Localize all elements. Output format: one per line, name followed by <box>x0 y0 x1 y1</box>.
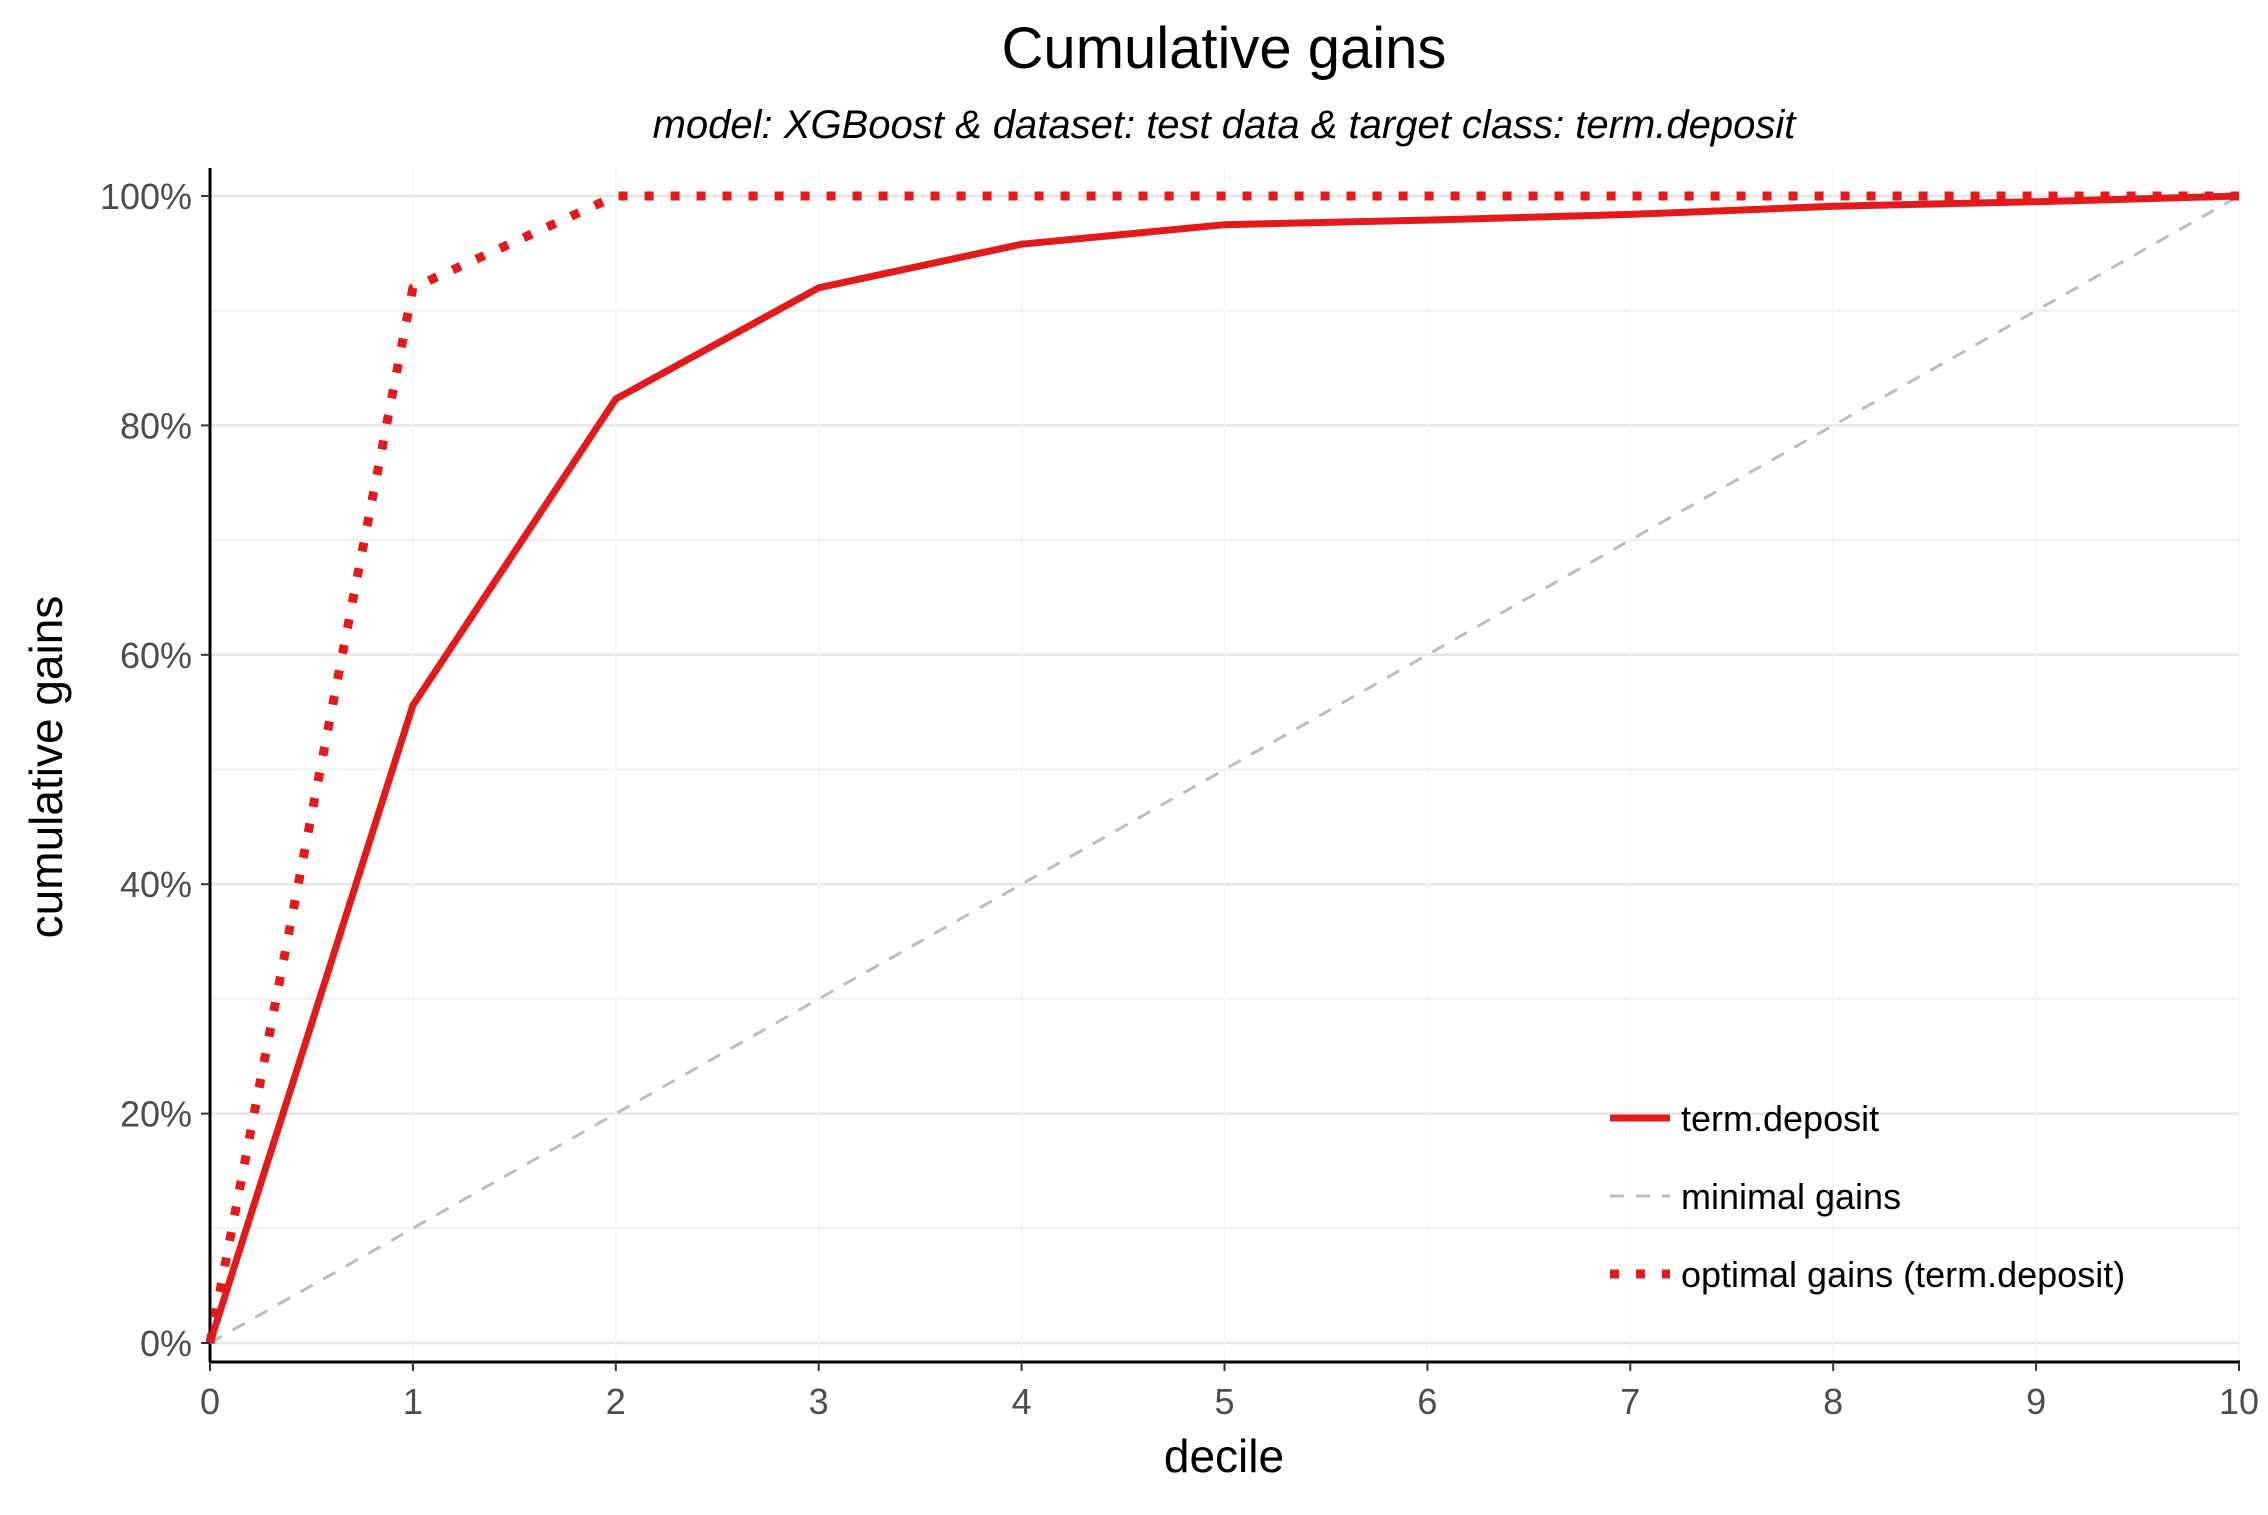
x-tick-label: 3 <box>809 1381 829 1422</box>
legend-label: term.deposit <box>1681 1098 1879 1139</box>
legend: term.deposit minimal gains optimal gains (… <box>1610 1098 2125 1295</box>
chart-title: Cumulative gains <box>1002 16 1447 81</box>
x-tick-label: 2 <box>606 1381 626 1422</box>
y-tick-label: 80% <box>120 405 192 446</box>
x-tick-label: 8 <box>1823 1381 1843 1422</box>
chart-subtitle: model: XGBoost & dataset: test data & ta… <box>653 103 1798 147</box>
series-layer <box>205 191 2240 1345</box>
y-tick-label: 60% <box>120 635 192 676</box>
grid-layer <box>209 168 2240 1362</box>
legend-label: optimal gains (term.deposit) <box>1681 1254 2125 1295</box>
x-tick-label: 5 <box>1214 1381 1234 1422</box>
y-tick-label: 40% <box>120 864 192 905</box>
legend-label: minimal gains <box>1681 1176 1901 1217</box>
ticks-layer: 0 1 2 3 4 5 6 7 8 9 100%20%40%60%80%100% <box>100 176 2259 1422</box>
x-tick-label: 9 <box>2026 1381 2046 1422</box>
x-axis-title: decile <box>1164 1430 1284 1482</box>
x-tick-label: 6 <box>1417 1381 1437 1422</box>
series-line-optimal-gains-term-deposit- <box>205 191 2239 1344</box>
y-axis-title: cumulative gains <box>20 596 72 939</box>
x-tick-label: 0 <box>200 1381 220 1422</box>
y-tick-label: 0% <box>140 1323 192 1364</box>
x-tick-label: 10 <box>2219 1381 2259 1422</box>
x-tick-label: 4 <box>1012 1381 1032 1422</box>
y-tick-label: 100% <box>100 176 192 217</box>
series-line-term-deposit <box>206 192 2240 1345</box>
x-tick-label: 1 <box>403 1381 423 1422</box>
y-tick-label: 20% <box>120 1094 192 1135</box>
x-tick-label: 7 <box>1620 1381 1640 1422</box>
